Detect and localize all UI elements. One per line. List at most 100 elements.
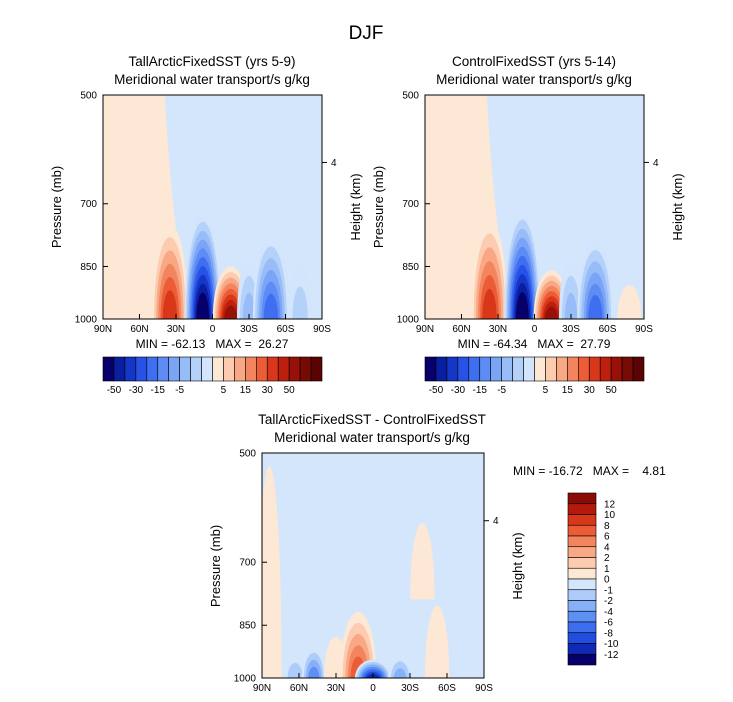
colorbar-label: -1 (604, 585, 613, 596)
colorbar-swatch (135, 356, 148, 382)
colorbar-label: 5 (221, 385, 227, 396)
x-tick-label: 0 (532, 324, 538, 335)
colorbar-label: 15 (240, 385, 252, 396)
colorbar-label: 1 (604, 564, 610, 575)
colorbar-label: -30 (451, 385, 466, 396)
colorbar-label: -15 (473, 385, 488, 396)
contour-level (588, 294, 603, 319)
colorbar-label: -30 (129, 385, 144, 396)
colorbar-swatch (435, 356, 448, 382)
colorbar-swatch (179, 356, 191, 382)
colorbar-label: -50 (429, 385, 444, 396)
contour-level (263, 293, 279, 319)
colorbar-swatch (567, 621, 597, 634)
x-tick-label: 0 (210, 324, 216, 335)
panel-subtitle: Meridional water transport/s g/kg (114, 72, 310, 87)
colorbar-swatch (168, 356, 180, 382)
colorbar-swatch (567, 492, 597, 505)
colorbar-swatch (310, 356, 323, 382)
colorbar-label: -50 (107, 385, 122, 396)
colorbar-label: -4 (604, 607, 613, 618)
x-tick-label: 0 (370, 683, 376, 694)
panel-title: TallArcticFixedSST - ControlFixedSST (258, 412, 486, 427)
contour-level (162, 290, 178, 319)
contour-level (224, 305, 238, 319)
y2-tick-label: 4 (653, 158, 659, 169)
colorbar-swatch (288, 356, 301, 382)
x-tick-label: 60S (599, 324, 617, 335)
y-tick-label: 850 (80, 262, 97, 273)
colorbar-label: -6 (604, 618, 613, 629)
y-tick-label: 500 (80, 91, 97, 102)
colorbar-label: 15 (562, 385, 574, 396)
colorbar-label: 0 (604, 575, 610, 586)
contour-field (425, 95, 642, 319)
colorbar-swatch (534, 356, 546, 382)
y-tick-label: 1000 (75, 315, 98, 326)
y2-axis-label: Height (km) (670, 173, 685, 240)
colorbar-label: -12 (604, 650, 619, 661)
min-max-stats: MIN = -62.13 MAX = 26.27 (136, 337, 289, 351)
panel-control: ControlFixedSST (yrs 5-14) Meridional wa… (371, 54, 685, 396)
colorbar-swatch (610, 356, 623, 382)
contour-level (196, 292, 210, 319)
colorbar-label: 50 (606, 385, 618, 396)
panel-subtitle: Meridional water transport/s g/kg (436, 72, 632, 87)
colorbar-swatch (567, 567, 597, 580)
colorbar-label: 12 (604, 499, 616, 510)
colorbar-label: 10 (604, 510, 616, 521)
contour-level (544, 306, 559, 319)
x-tick-label: 60S (438, 683, 456, 694)
colorbar-label: -2 (604, 596, 613, 607)
panel-title: ControlFixedSST (yrs 5-14) (452, 54, 616, 69)
x-tick-label: 30S (562, 324, 580, 335)
contour-level (424, 605, 450, 678)
colorbar-swatch (146, 356, 159, 382)
colorbar-label: -5 (175, 385, 184, 396)
contour-level (516, 292, 529, 319)
colorbar-swatch (556, 356, 568, 382)
colorbar-swatch (567, 600, 597, 612)
colorbar-swatch (490, 356, 502, 382)
colorbar-swatch (588, 356, 601, 382)
colorbar: -50 -30 -15 -5 5 15 30 50 (424, 356, 645, 396)
x-tick-label: 30N (167, 324, 185, 335)
colorbar-swatch (245, 356, 257, 382)
colorbar-swatch (567, 356, 579, 382)
colorbar-swatch (567, 557, 597, 569)
colorbar-swatch (223, 356, 235, 382)
y2-tick-label: 4 (493, 516, 499, 527)
x-tick-label: 90S (475, 683, 493, 694)
y-tick-label: 700 (239, 558, 256, 569)
colorbar-swatch (567, 578, 597, 591)
colorbar-swatch (599, 356, 612, 382)
colorbar-swatch (567, 632, 597, 644)
colorbar-label: 6 (604, 532, 610, 543)
x-tick-label: 30N (327, 683, 345, 694)
colorbar-swatch (545, 356, 557, 382)
axes: 90N 60N 30N 0 30S 60S 90S 500 700 850 1000 4 (234, 449, 499, 695)
colorbar-swatch (424, 356, 437, 382)
colorbar-label: 2 (604, 553, 610, 564)
colorbar-swatch (255, 356, 268, 382)
y2-axis-label: Height (km) (510, 532, 525, 599)
contour-level (242, 292, 256, 319)
colorbar-swatch (201, 356, 213, 382)
colorbar-swatch (621, 356, 634, 382)
colorbar-swatch (234, 356, 246, 382)
min-max-stats: MIN = -64.34 MAX = 27.79 (458, 337, 611, 351)
contour-field (103, 95, 313, 319)
y-tick-label: 1000 (234, 674, 257, 685)
colorbar-label: 8 (604, 521, 610, 532)
contour-level (482, 288, 497, 319)
contour-level (617, 284, 642, 319)
colorbar-swatch (266, 356, 279, 382)
colorbar-swatch (277, 356, 290, 382)
x-tick-label: 90S (635, 324, 653, 335)
panel-difference: TallArcticFixedSST - ControlFixedSST Mer… (208, 412, 666, 694)
y-tick-label: 700 (402, 199, 419, 210)
y-tick-label: 850 (402, 262, 419, 273)
axes: 90N 60N 30N 0 30S 60S 90S 500 700 850 1000 4 (397, 91, 659, 336)
panel-tall-arctic: TallArcticFixedSST (yrs 5-9) Meridional … (49, 54, 363, 396)
